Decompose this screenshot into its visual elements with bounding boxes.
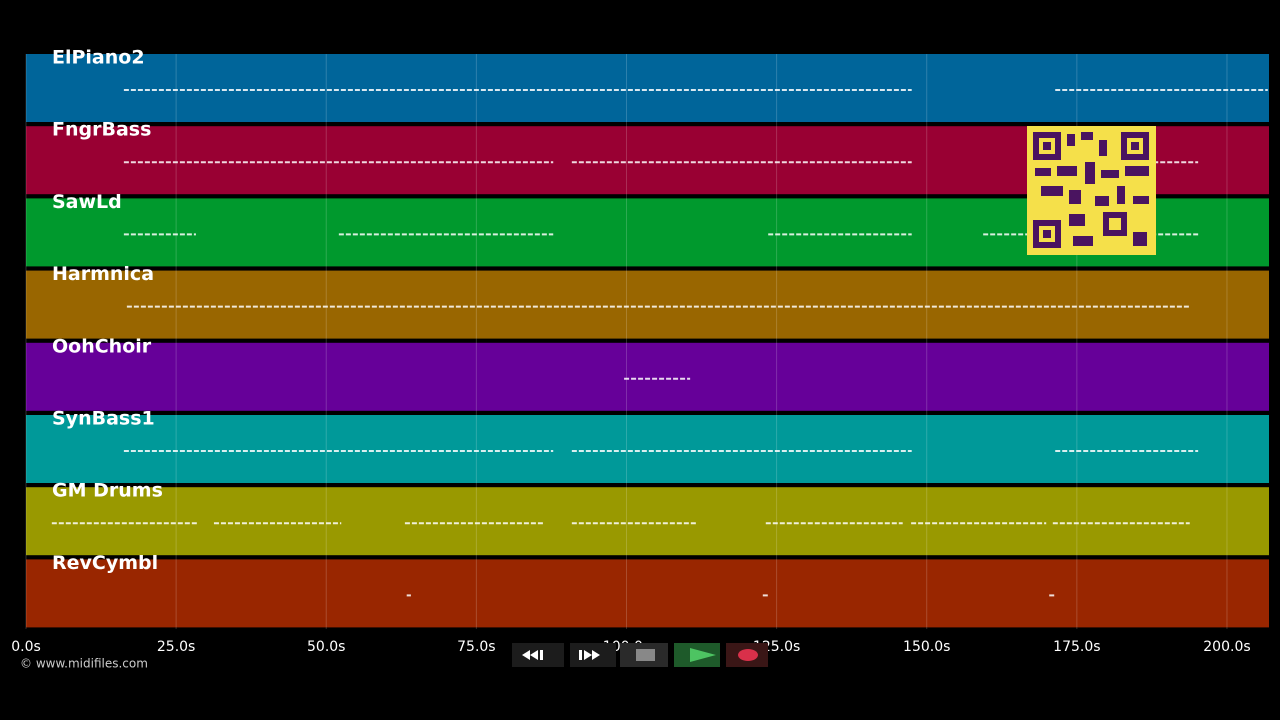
- track-name: RevCymbl: [52, 552, 158, 574]
- track-lane: [26, 54, 1269, 122]
- x-tick-label: 25.0s: [157, 639, 195, 655]
- copyright: © www.midifiles.com: [20, 657, 148, 671]
- rewind-icon: [522, 650, 543, 660]
- track-name: ElPiano2: [52, 47, 145, 69]
- track-name: SynBass1: [52, 408, 155, 430]
- x-tick-label: 175.0s: [1053, 639, 1100, 655]
- track-lane: [26, 559, 1269, 628]
- x-tick-label: 75.0s: [457, 639, 495, 655]
- track-lane: [26, 415, 1269, 483]
- track-name: SawLd: [52, 191, 122, 213]
- track-name: GM Drums: [52, 480, 163, 502]
- track-name: OohChoir: [52, 335, 152, 357]
- track-name: FngrBass: [52, 119, 151, 141]
- x-tick-label: 200.0s: [1203, 639, 1250, 655]
- track-lane: [26, 342, 1269, 411]
- record-icon: [738, 649, 758, 661]
- play-icon: [690, 648, 716, 662]
- x-tick-label: 150.0s: [903, 639, 950, 655]
- x-tick-label: 50.0s: [307, 639, 345, 655]
- track-lane: [26, 270, 1269, 339]
- x-tick-label: 0.0s: [11, 639, 41, 655]
- transport-controls: [512, 643, 768, 667]
- track-lane: [26, 487, 1269, 556]
- qr-code: [1027, 126, 1156, 255]
- track-name: Harmnica: [52, 263, 154, 285]
- stop-icon: [636, 649, 655, 661]
- fast-forward-icon: [579, 650, 600, 660]
